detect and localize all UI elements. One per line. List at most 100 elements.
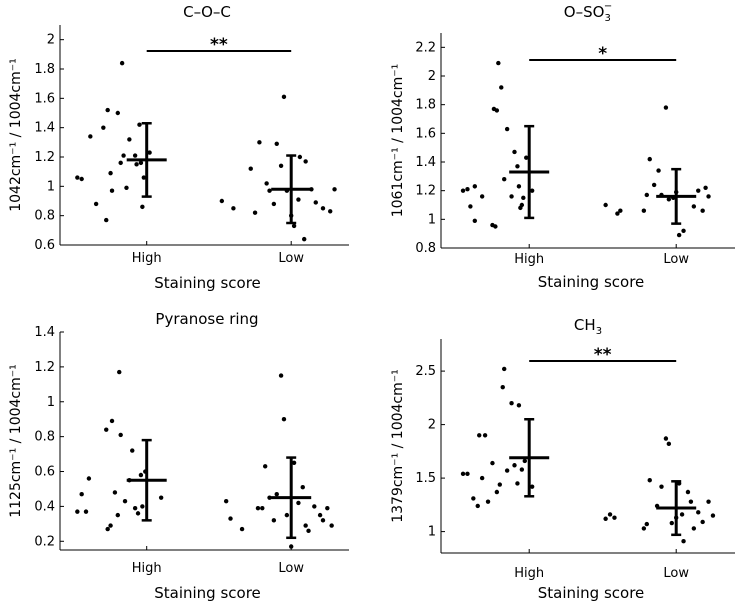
data-point-low (710, 513, 716, 518)
data-point-low (271, 201, 277, 207)
data-point-high (75, 509, 80, 514)
data-point-low (223, 498, 229, 504)
y-tick-label: 1 (428, 212, 436, 227)
data-point-high (504, 126, 510, 132)
data-point-high (109, 188, 115, 193)
y-tick-label: 1.4 (34, 325, 55, 340)
data-point-low (228, 516, 233, 521)
significance-label: * (598, 44, 607, 64)
data-point-high (124, 185, 129, 190)
data-point-high (465, 187, 470, 192)
y-tick-label: 2 (47, 33, 55, 48)
data-point-high (509, 194, 514, 199)
data-point-high (109, 418, 115, 424)
data-point-low (313, 200, 318, 205)
data-point-low (267, 495, 272, 500)
data-point-high (529, 188, 535, 193)
data-point-high (516, 184, 522, 189)
y-tick-label: 1.8 (34, 62, 55, 77)
data-point-low (325, 505, 330, 511)
data-point-high (499, 85, 504, 90)
y-tick-label: 1.4 (415, 155, 436, 170)
data-point-low (291, 460, 297, 465)
data-point-high (515, 481, 520, 486)
data-point-high (493, 224, 498, 229)
data-point-high (83, 509, 89, 514)
data-point-low (603, 516, 608, 521)
data-point-low (271, 518, 277, 523)
data-point-low (281, 94, 287, 100)
data-point-high (79, 176, 84, 182)
x-tick-label-high: High (514, 566, 544, 581)
data-point-high (108, 523, 113, 528)
y-tick-label: 1.6 (34, 91, 55, 106)
data-point-low (239, 526, 245, 532)
data-point-high (140, 204, 145, 210)
data-point-low (264, 181, 269, 186)
data-point-high (115, 512, 121, 518)
data-point-low (274, 491, 279, 497)
data-point-low (644, 192, 649, 198)
data-point-high (122, 498, 128, 504)
data-point-low (329, 523, 334, 528)
data-point-high (468, 204, 473, 209)
data-point-low (700, 519, 705, 525)
y-tick-label: 1 (428, 525, 436, 540)
data-point-high (75, 175, 80, 180)
data-point-low (641, 208, 647, 213)
data-point-high (138, 472, 144, 478)
data-point-low (644, 521, 649, 527)
y-tick-label: 1 (47, 179, 55, 194)
chart-title: O–SO3− (564, 1, 612, 24)
data-point-low (679, 512, 685, 517)
data-point-high (105, 107, 110, 113)
y-tick-label: 1 (47, 395, 55, 410)
data-point-high (134, 162, 139, 167)
data-point-low (267, 188, 272, 193)
data-point-low (706, 499, 711, 504)
data-point-high (524, 155, 529, 160)
data-point-low (659, 484, 664, 489)
data-point-low (641, 526, 647, 531)
y-tick-label: 2.5 (415, 364, 436, 379)
data-point-high (86, 476, 92, 481)
data-point-low (656, 168, 661, 173)
data-point-low (691, 204, 697, 209)
data-point-low (706, 194, 711, 199)
data-point-high (500, 384, 505, 390)
x-tick-label-low: Low (663, 252, 689, 267)
chart-panel-4: 1 1.5 2 2.5 High Low Staining score 1379cm⁻¹ / … (390, 316, 735, 602)
data-point-high (118, 160, 123, 166)
data-point-low (651, 182, 657, 188)
data-point-low (260, 505, 265, 511)
data-point-high (101, 125, 106, 130)
data-point-low (297, 154, 303, 160)
data-point-high (132, 505, 138, 511)
y-axis-label: 1061cm⁻¹ / 1004cm⁻¹ (390, 64, 406, 218)
y-axis-label: 1379cm⁻¹ / 1004cm⁻¹ (390, 369, 406, 523)
data-point-low (603, 202, 608, 208)
data-point-high (509, 401, 514, 406)
data-point-low (255, 505, 261, 511)
data-point-low (278, 373, 284, 378)
data-point-high (105, 526, 110, 532)
y-tick-label: 0.6 (34, 238, 55, 253)
y-tick-label: 1.5 (415, 471, 436, 486)
data-point-high (79, 491, 84, 497)
y-tick-label: 1.8 (415, 98, 436, 113)
data-point-high (108, 170, 113, 176)
data-point-high (460, 188, 466, 193)
data-point-low (284, 512, 290, 518)
data-point-high (479, 194, 485, 199)
data-point-high (502, 366, 507, 372)
data-point-high (117, 369, 122, 375)
data-point-high (529, 484, 535, 489)
data-point-high (479, 475, 485, 481)
significance-label: ** (210, 35, 228, 55)
data-point-high (496, 60, 501, 66)
data-point-high (93, 201, 99, 207)
data-point-high (482, 433, 488, 438)
data-point-high (138, 160, 144, 166)
data-point-high (104, 427, 109, 432)
